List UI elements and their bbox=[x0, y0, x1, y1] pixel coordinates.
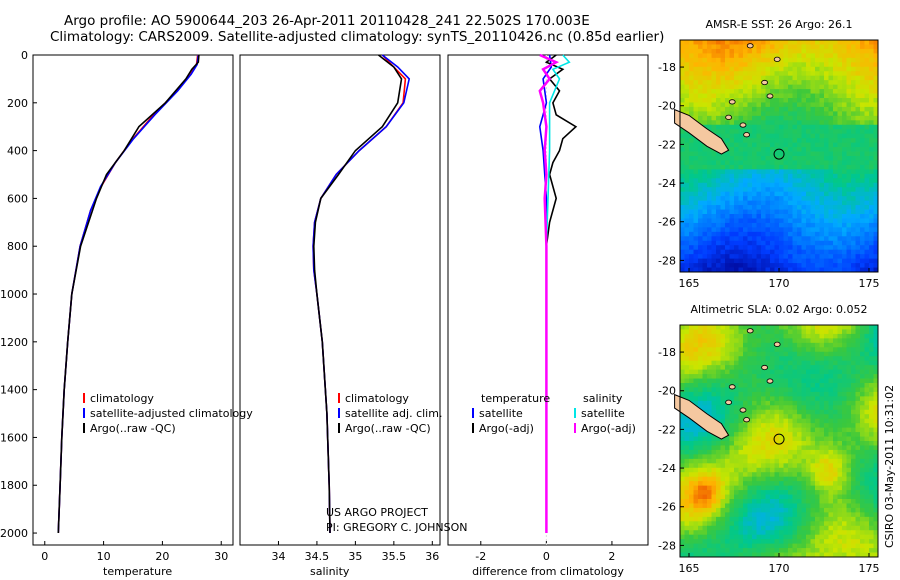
sst_map-land-island bbox=[746, 43, 754, 49]
sst_map-land-island bbox=[743, 132, 750, 138]
map-x-tick-label: 175 bbox=[859, 277, 880, 290]
difference-legend-temp-head: temperature bbox=[481, 392, 550, 405]
sla_map-land-island bbox=[743, 417, 750, 423]
x-tick-label: 0 bbox=[41, 550, 48, 563]
difference-axis-label: difference from climatology bbox=[472, 565, 624, 578]
y-tick-label: 1400 bbox=[0, 384, 28, 397]
y-tick-label: 1800 bbox=[0, 479, 28, 492]
map-y-tick-label: -28 bbox=[658, 254, 676, 267]
x-tick-label: 0 bbox=[543, 550, 550, 563]
map-x-tick-label: 165 bbox=[679, 277, 700, 290]
sla_map-land-island bbox=[739, 407, 747, 413]
salinity-legend-entry: climatology bbox=[345, 392, 409, 405]
map-y-tick-label: -20 bbox=[658, 100, 676, 113]
salinity-axis-label: salinity bbox=[310, 565, 350, 578]
y-tick-label: 400 bbox=[7, 145, 28, 158]
x-tick-label: -2 bbox=[475, 550, 486, 563]
x-tick-label: 10 bbox=[97, 550, 111, 563]
y-tick-label: 1000 bbox=[0, 288, 28, 301]
y-tick-label: 1600 bbox=[0, 431, 28, 444]
y-tick-label: 800 bbox=[7, 240, 28, 253]
y-tick-label: 200 bbox=[7, 97, 28, 110]
pi-label: PI: GREGORY C. JOHNSON bbox=[326, 521, 467, 534]
sla_map-land-island bbox=[773, 341, 781, 347]
sla_map-land-island bbox=[766, 378, 774, 384]
x-tick-label: 36 bbox=[425, 550, 439, 563]
salinity-legend-entry: Argo(..raw -QC) bbox=[345, 422, 431, 435]
difference-legend-temp-entry: Argo(-adj) bbox=[479, 422, 534, 435]
temperature-plot-frame bbox=[32, 54, 234, 546]
temperature-legend-entry: climatology bbox=[90, 392, 154, 405]
temperature-legend-entry: Argo(..raw -QC) bbox=[90, 422, 176, 435]
difference-legend-sal-entry: satellite bbox=[581, 407, 625, 420]
x-tick-label: 20 bbox=[155, 550, 169, 563]
sla_map-title: Altimetric SLA: 0.02 Argo: 0.052 bbox=[690, 303, 867, 316]
sst_map-land-island bbox=[725, 114, 732, 120]
map-y-tick-label: -18 bbox=[658, 61, 676, 74]
map-y-tick-label: -26 bbox=[658, 216, 676, 229]
map-y-tick-label: -28 bbox=[658, 539, 676, 552]
sla_map-float-marker bbox=[773, 433, 785, 445]
map-y-tick-label: -22 bbox=[658, 138, 676, 151]
map-y-tick-label: -22 bbox=[658, 423, 676, 436]
x-tick-label: 34 bbox=[271, 550, 285, 563]
x-tick-label: 34.5 bbox=[305, 550, 330, 563]
sla_map-land-island bbox=[725, 399, 732, 405]
map-x-tick-label: 170 bbox=[769, 277, 790, 290]
temperature-axis-label: temperature bbox=[103, 565, 172, 578]
salinity-legend-entry: satellite adj. clim. bbox=[345, 407, 442, 420]
map-y-tick-label: -24 bbox=[658, 177, 676, 190]
sla_map-land-island bbox=[761, 364, 768, 371]
x-tick-label: 35.5 bbox=[382, 550, 407, 563]
map-y-tick-label: -26 bbox=[658, 501, 676, 514]
x-tick-label: 30 bbox=[214, 550, 228, 563]
salinity-plot-frame bbox=[239, 54, 441, 546]
difference-plot-frame bbox=[447, 54, 649, 546]
series-line-argo-raw-qc- bbox=[312, 54, 403, 534]
sst_map-land-island bbox=[761, 79, 768, 86]
sst_map-title: AMSR-E SST: 26 Argo: 26.1 bbox=[705, 18, 852, 31]
sla_map-heatmap bbox=[680, 325, 879, 558]
y-tick-label: 2000 bbox=[0, 527, 28, 540]
series-line-argo-raw-qc- bbox=[57, 54, 200, 534]
figure-title-line2: Climatology: CARS2009. Satellite-adjuste… bbox=[50, 29, 665, 45]
sst_map-land-island bbox=[766, 93, 774, 99]
map-y-tick-label: -18 bbox=[658, 346, 676, 359]
sst_map-land-island bbox=[728, 99, 736, 105]
sst_map-heatmap bbox=[680, 40, 879, 273]
figure-title-line1: Argo profile: AO 5900644_203 26-Apr-2011… bbox=[64, 13, 590, 29]
sla_map-land-island bbox=[728, 384, 736, 390]
y-tick-label: 0 bbox=[21, 49, 28, 62]
map-y-tick-label: -20 bbox=[658, 385, 676, 398]
sst_map-float-marker bbox=[773, 148, 785, 160]
map-x-tick-label: 170 bbox=[769, 562, 790, 575]
sst_map-land-new-caledonia bbox=[674, 108, 730, 155]
map-x-tick-label: 165 bbox=[679, 562, 700, 575]
y-tick-label: 600 bbox=[7, 192, 28, 205]
x-tick-label: 35 bbox=[348, 550, 362, 563]
map-y-tick-label: -24 bbox=[658, 462, 676, 475]
difference-legend-sal-entry: Argo(-adj) bbox=[581, 422, 636, 435]
difference-legend-temp-entry: satellite bbox=[479, 407, 523, 420]
x-tick-label: 2 bbox=[608, 550, 615, 563]
sst_map-land-island bbox=[773, 56, 781, 62]
temperature-legend-entry: satellite-adjusted climatology bbox=[90, 407, 253, 420]
map-x-tick-label: 175 bbox=[859, 562, 880, 575]
sla_map-land-new-caledonia bbox=[674, 393, 730, 440]
project-label: US ARGO PROJECT bbox=[326, 506, 428, 519]
series-line-salinity-argo-adj- bbox=[538, 53, 560, 533]
sst_map-land-island bbox=[739, 122, 747, 128]
sla_map-land-island bbox=[746, 328, 754, 334]
difference-legend-sal-head: salinity bbox=[583, 392, 623, 405]
y-tick-label: 1200 bbox=[0, 336, 28, 349]
